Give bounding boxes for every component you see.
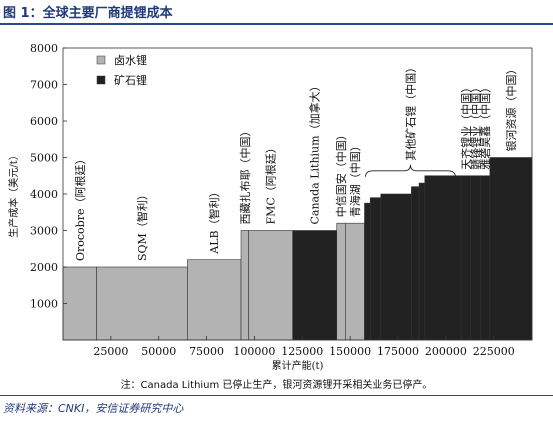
bar-15 — [470, 175, 481, 341]
bar-13 — [424, 175, 462, 341]
annotation-bracket-0 — [365, 164, 456, 177]
x-tick-label-3: 100000 — [233, 345, 275, 358]
annotation-label-0: 其他矿石锂（中国） — [403, 62, 417, 161]
bar-label-2: ALB（智利） — [207, 186, 221, 254]
x-tick-label-6: 175000 — [377, 345, 419, 358]
y-tick-label-2: 3000 — [30, 225, 58, 238]
y-axis-label: 生产成本（美元/t） — [7, 150, 20, 237]
axes-layer: 1000 2000 3000 4000 5000 6000 7000 8000 25000 500… — [7, 42, 533, 372]
legend-swatch-1 — [96, 75, 106, 85]
legend-label-0: 卤水锂 — [114, 53, 147, 67]
y-tick-label-5: 6000 — [30, 115, 58, 128]
bar-label-3: 西藏扎布耶（中国） — [238, 126, 252, 225]
x-tick-label-2: 75000 — [189, 345, 224, 358]
bar-2 — [187, 259, 242, 341]
bar-4 — [248, 230, 294, 341]
y-tick-label-6: 7000 — [30, 79, 58, 92]
bar-label-7: 青海湖（中国） — [348, 140, 362, 217]
y-tick-label-7: 8000 — [30, 42, 58, 55]
bar-7 — [345, 222, 365, 341]
x-tick-label-5: 150000 — [329, 345, 371, 358]
bar-label-6: 中信国安（中国） — [334, 129, 348, 217]
legend-swatch-0 — [96, 55, 106, 65]
x-tick-label-0: 25000 — [93, 345, 128, 358]
bar-3 — [240, 230, 249, 341]
title-divider — [0, 23, 553, 25]
x-tick-label-1: 50000 — [141, 345, 176, 358]
bar-label-16: 雅砻昊鑫（中国） — [478, 82, 492, 170]
bar-9 — [369, 197, 382, 341]
bar-label-1: SQM（智利） — [135, 189, 149, 261]
bar-1 — [96, 266, 188, 341]
y-tick-label-1: 2000 — [30, 261, 58, 274]
bar-17 — [489, 157, 533, 341]
chart-note: 注：Canada Lithium 已停止生产，银河资源锂开采相关业务已停产。 — [120, 380, 433, 391]
source-note: 资料来源：CNKI，安信证券研究中心 — [3, 402, 184, 415]
bar-0 — [62, 266, 97, 341]
bar-11 — [411, 186, 420, 341]
figure-title: 图 1：全球主要厂商提锂成本 — [3, 6, 173, 21]
x-tick-label-8: 225000 — [473, 345, 515, 358]
bar-labels-layer: Orocobre（阿根廷） SQM（智利） ALB（智利） 西藏扎布耶（中国） FMC（… — [73, 62, 518, 261]
bar-5 — [292, 230, 338, 341]
bar-label-15: 赣锋锂业（中国） — [469, 82, 483, 170]
bar-8 — [364, 202, 371, 341]
cost-curve-chart: 1000 2000 3000 4000 5000 6000 7000 8000 25000 500… — [7, 42, 533, 372]
bar-12 — [418, 182, 426, 341]
bars-layer — [62, 157, 533, 341]
x-tick-label-7: 200000 — [425, 345, 467, 358]
bottom-divider — [0, 395, 553, 396]
bar-6 — [336, 222, 346, 341]
bar-label-4: FMC（阿根廷） — [264, 142, 278, 224]
y-tick-label-4: 5000 — [30, 152, 58, 165]
bar-10 — [380, 193, 412, 341]
bar-label-14: 天齐锂业（中国） — [459, 82, 473, 170]
legend-label-1: 矿石锂 — [114, 73, 147, 87]
bar-14 — [460, 175, 472, 341]
bar-label-0: Orocobre（阿根廷） — [73, 154, 87, 262]
bar-label-5: Canada Lithium（加拿大） — [308, 80, 322, 224]
y-tick-label-3: 4000 — [30, 188, 58, 201]
x-axis-label: 累计产能(t) — [272, 359, 324, 372]
x-tick-label-4: 125000 — [281, 345, 323, 358]
bar-label-17: 银河资源（中国） — [504, 64, 518, 152]
y-tick-label-0: 1000 — [30, 298, 58, 311]
bar-16 — [480, 175, 491, 341]
